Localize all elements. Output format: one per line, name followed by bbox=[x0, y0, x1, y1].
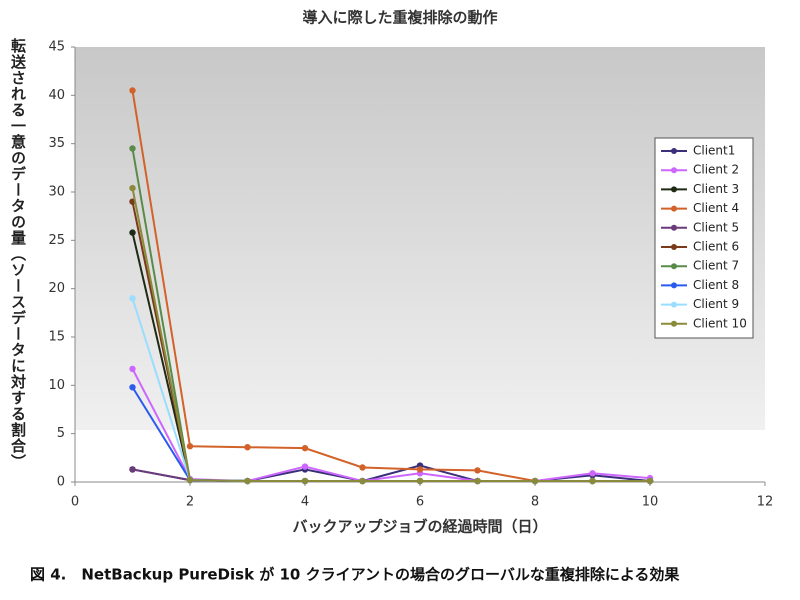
legend-marker bbox=[671, 282, 677, 289]
legend-marker bbox=[671, 205, 677, 212]
point bbox=[129, 145, 136, 152]
point bbox=[301, 463, 309, 470]
point bbox=[474, 467, 481, 474]
legend-label: Client 4 bbox=[693, 201, 739, 215]
x-tick-label: 4 bbox=[301, 495, 309, 510]
legend-marker bbox=[671, 263, 677, 270]
x-tick-label: 12 bbox=[757, 495, 774, 510]
point bbox=[129, 466, 136, 473]
x-tick-label: 0 bbox=[71, 495, 79, 510]
legend-label: Client1 bbox=[693, 144, 735, 158]
y-tick-label: 15 bbox=[48, 330, 65, 345]
y-tick-label: 45 bbox=[48, 40, 65, 55]
point bbox=[129, 87, 136, 94]
y-tick-label: 35 bbox=[48, 136, 65, 151]
x-tick-label: 10 bbox=[642, 495, 659, 510]
point bbox=[186, 476, 194, 484]
x-tick-label: 6 bbox=[416, 495, 424, 510]
legend-marker bbox=[671, 301, 677, 308]
x-tick-label: 2 bbox=[186, 495, 194, 510]
legend-label: Client 5 bbox=[693, 220, 739, 234]
point bbox=[359, 477, 366, 485]
x-axis-label: バックアップジョブの経過時間（日） bbox=[292, 518, 547, 536]
plot-area bbox=[75, 47, 765, 482]
series-line bbox=[131, 187, 650, 483]
legend-label: Client 7 bbox=[693, 259, 739, 273]
point bbox=[416, 466, 424, 473]
point bbox=[129, 384, 136, 391]
point bbox=[589, 470, 596, 477]
point bbox=[129, 295, 136, 302]
point bbox=[301, 477, 309, 485]
legend-label: Client 2 bbox=[693, 163, 739, 177]
point bbox=[359, 464, 366, 471]
legend-marker bbox=[671, 224, 677, 231]
point bbox=[474, 477, 481, 485]
point bbox=[244, 477, 251, 485]
point bbox=[129, 365, 136, 373]
point bbox=[589, 477, 596, 485]
y-tick-label: 30 bbox=[48, 185, 65, 200]
point bbox=[129, 229, 136, 236]
point bbox=[646, 477, 654, 485]
legend-marker bbox=[671, 167, 677, 174]
legend-marker bbox=[671, 148, 677, 154]
point bbox=[416, 477, 424, 485]
legend-label: Client 3 bbox=[693, 182, 739, 196]
x-tick-label: 8 bbox=[531, 495, 539, 510]
y-tick-label: 25 bbox=[48, 233, 65, 248]
point bbox=[244, 444, 251, 451]
legend-marker bbox=[671, 186, 677, 193]
legend-label: Client 9 bbox=[693, 297, 739, 311]
legend-marker bbox=[671, 244, 677, 250]
chart-title: 導入に際した重複排除の動作 bbox=[302, 9, 497, 27]
caption: 図 4. NetBackup PureDisk が 10 クライアントの場合のグ… bbox=[30, 566, 680, 584]
legend-label: Client 6 bbox=[693, 240, 739, 254]
point bbox=[129, 184, 136, 192]
legend-marker bbox=[671, 320, 677, 327]
point bbox=[531, 477, 539, 485]
legend-label: Client 8 bbox=[693, 278, 739, 292]
y-tick-label: 10 bbox=[48, 378, 65, 393]
point bbox=[186, 443, 194, 450]
y-axis-label: 転送される一意のデータの量（ソースデータに対する割合） bbox=[9, 38, 27, 470]
y-tick-label: 20 bbox=[48, 281, 65, 296]
y-tick-label: 0 bbox=[57, 475, 65, 490]
y-tick-label: 40 bbox=[48, 88, 65, 103]
point bbox=[301, 444, 309, 452]
legend-label: Client 10 bbox=[693, 316, 747, 330]
y-tick-label: 5 bbox=[57, 426, 65, 441]
